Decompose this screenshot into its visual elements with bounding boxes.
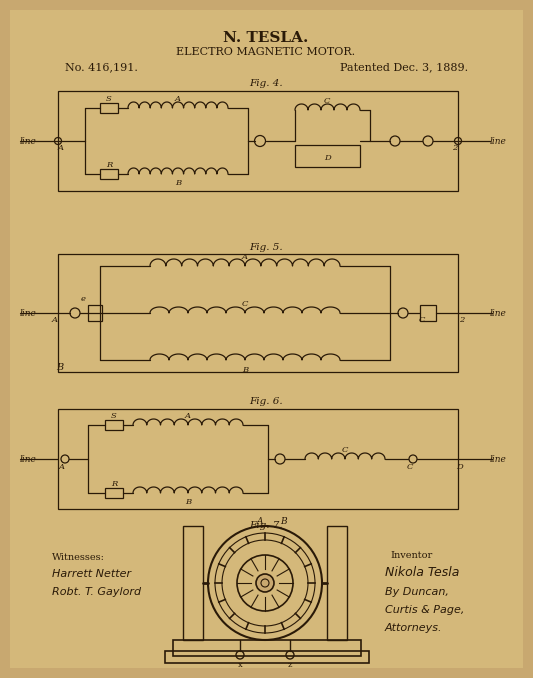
Text: S: S (106, 95, 112, 103)
Bar (100, 169, 118, 179)
Bar (183, 526, 203, 640)
Text: line: line (20, 308, 37, 317)
Text: By Duncan,: By Duncan, (385, 587, 449, 597)
Text: R: R (111, 480, 117, 488)
Text: Fig. 4.: Fig. 4. (249, 79, 283, 89)
Text: B: B (175, 179, 181, 187)
Text: C: C (419, 316, 425, 324)
Text: D: D (457, 463, 463, 471)
Text: ELECTRO MAGNETIC MOTOR.: ELECTRO MAGNETIC MOTOR. (176, 47, 356, 57)
Text: A: A (58, 144, 64, 152)
Text: Patented Dec. 3, 1889.: Patented Dec. 3, 1889. (340, 62, 468, 72)
Bar (420, 305, 436, 321)
Bar (173, 640, 361, 656)
Text: B: B (280, 517, 286, 525)
Text: Fig. 6.: Fig. 6. (249, 397, 283, 407)
Circle shape (237, 555, 293, 611)
Text: z: z (288, 661, 292, 669)
Text: C: C (324, 97, 330, 105)
Text: A: A (175, 95, 181, 103)
Text: Fig. 5.: Fig. 5. (249, 243, 283, 252)
Bar (88, 305, 102, 321)
Text: S: S (111, 412, 117, 420)
Text: C: C (242, 300, 248, 308)
Text: B: B (185, 498, 191, 506)
Text: No. 416,191.: No. 416,191. (65, 62, 138, 72)
Text: line: line (490, 136, 507, 146)
Text: Inventor: Inventor (390, 551, 432, 559)
Bar (58, 254, 458, 372)
Text: B: B (56, 363, 63, 372)
Bar (327, 526, 347, 640)
Bar (58, 91, 458, 191)
Bar (100, 103, 118, 113)
Text: Curtis & Page,: Curtis & Page, (385, 605, 464, 615)
Text: 2: 2 (459, 316, 465, 324)
Text: Harrett Netter: Harrett Netter (52, 569, 131, 579)
Text: R: R (106, 161, 112, 169)
Text: x: x (238, 661, 243, 669)
Text: line: line (20, 454, 37, 464)
Text: 2: 2 (453, 144, 458, 152)
Text: Robt. T. Gaylord: Robt. T. Gaylord (52, 587, 141, 597)
Text: C: C (407, 463, 413, 471)
Text: Attorneys.: Attorneys. (385, 623, 442, 633)
Bar (105, 420, 123, 430)
Bar (295, 145, 360, 167)
Text: A: A (242, 253, 248, 261)
Text: Fig. 7.: Fig. 7. (249, 521, 283, 530)
Text: C: C (342, 446, 348, 454)
Text: line: line (490, 308, 507, 317)
Text: e: e (80, 295, 85, 303)
Circle shape (256, 574, 274, 592)
Text: A: A (257, 517, 263, 525)
Text: line: line (490, 454, 507, 464)
Bar (58, 409, 458, 509)
Text: D: D (324, 154, 330, 162)
Text: N. TESLA.: N. TESLA. (223, 31, 309, 45)
Text: line: line (20, 136, 37, 146)
Text: A: A (185, 412, 191, 420)
Text: Witnesses:: Witnesses: (52, 553, 105, 563)
Bar (105, 488, 123, 498)
Bar (165, 651, 369, 663)
Text: Nikola Tesla: Nikola Tesla (385, 565, 459, 578)
Text: A: A (59, 463, 65, 471)
Text: A: A (52, 316, 58, 324)
Text: B: B (242, 366, 248, 374)
